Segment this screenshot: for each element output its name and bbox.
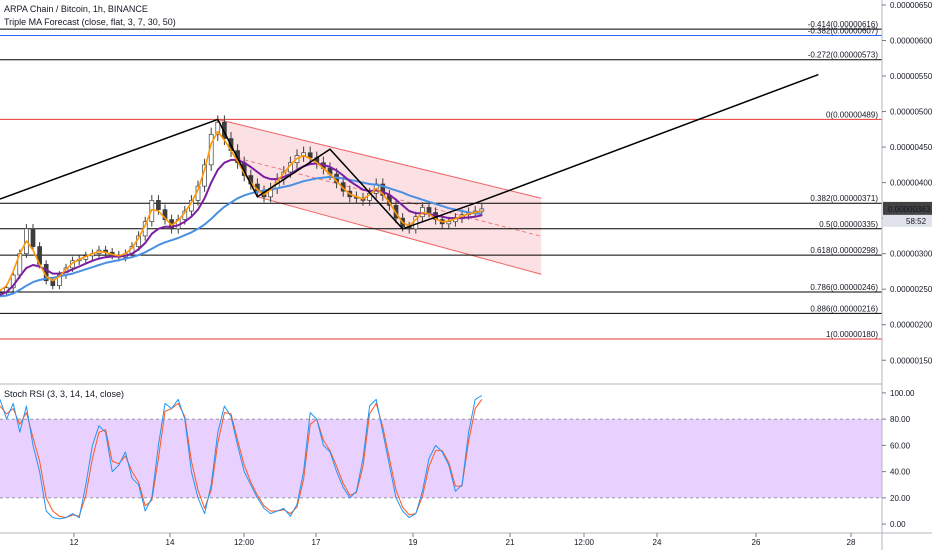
candle-body [222,121,227,139]
moving-averages [0,130,483,298]
price-tick-label: 0.00000150 [890,356,932,365]
fib-retracement: -0.414(0.00000616)-0.382(0.00000607) -0.2… [0,20,882,340]
rsi-tick-label: 100.00 [890,389,915,398]
countdown-label: 58:52 [906,217,927,226]
countdown-badge [883,214,932,227]
candle-body [446,221,452,225]
channel-upper-line [217,118,542,199]
price-tick-label: 0.00000600 [890,37,932,46]
time-tick-label: 12:00 [574,538,595,547]
price-tick-label: 0.00000550 [890,72,932,81]
candle-body [156,200,161,210]
fib-level-label: 0.786(0.00000246) [810,283,878,292]
rsi-tick-label: 0.00 [890,520,906,529]
indicator-title[interactable]: Triple MA Forecast (close, flat, 3, 7, 3… [4,17,176,27]
fib-level-label: -0.382(0.00000607) [808,27,879,36]
time-tick-label: 26 [752,538,761,547]
fib-level-label: 0.886(0.00000216) [810,304,878,313]
candle-body [162,209,168,220]
ma-slow-line [0,175,482,298]
fib-level-label: 1(0.00000180) [826,330,878,339]
fib-level-label: -0.272(0.00000573) [808,51,879,60]
ma-fast-line [0,130,482,292]
time-tick-label: 12 [70,538,79,547]
price-tick-label: 0.00000200 [890,321,932,330]
price-tick-label: 0.00000300 [890,250,932,259]
time-tick-label: 14 [166,538,175,547]
candle-body [30,228,36,247]
price-tick-label: 0.00000400 [890,179,932,188]
fib-level-label: 0.618(0.00000298) [810,246,878,255]
ma-mid-line [0,158,483,296]
time-axis[interactable]: 12 14 12:00 17 19 21 12:00 24 26 28 [70,533,856,547]
rsi-title[interactable]: Stoch RSI (3, 3, 14, 14, close) [4,389,125,399]
time-tick-label: 21 [506,538,515,547]
time-tick-label: 19 [409,538,418,547]
stoch-rsi-pane [0,395,882,520]
fib-level-label: 0.5(0.00000335) [819,220,878,229]
price-tick-label: 0.00000650 [890,1,932,10]
candle-body [426,207,432,213]
price-tick-label: 0.00000500 [890,108,932,117]
time-tick-label: 17 [312,538,321,547]
rsi-tick-label: 40.00 [890,468,911,477]
candle-body [307,152,313,159]
price-tick-label: 0.00000450 [890,143,932,152]
channel-lower-line [257,196,542,275]
candle-body [57,274,62,287]
rsi-k-line [0,395,483,520]
price-tick-label: 0.00000250 [890,285,932,294]
rsi-tick-label: 80.00 [890,415,911,424]
rsi-tick-label: 20.00 [890,494,911,503]
symbol-title[interactable]: ARPA Chain / Bitcoin, 1h, BINANCE [4,4,148,14]
last-price-badge [883,201,932,215]
fib-level-label: 0(0.00000489) [826,110,878,119]
time-tick-label: 24 [653,538,662,547]
candle-body [380,183,386,196]
pattern-path [0,73,819,230]
candle-body [215,121,221,135]
time-tick-label: 12:00 [234,538,255,547]
fib-level-label: 0.382(0.00000371) [810,194,878,203]
time-tick-label: 28 [847,538,856,547]
fib-level-label: -0.414(0.00000616) [808,20,879,29]
last-price-label: 0.00000363 [888,205,931,214]
rsi-band [0,419,882,498]
pattern-drawing [0,73,819,230]
rsi-tick-label: 60.00 [890,441,911,450]
